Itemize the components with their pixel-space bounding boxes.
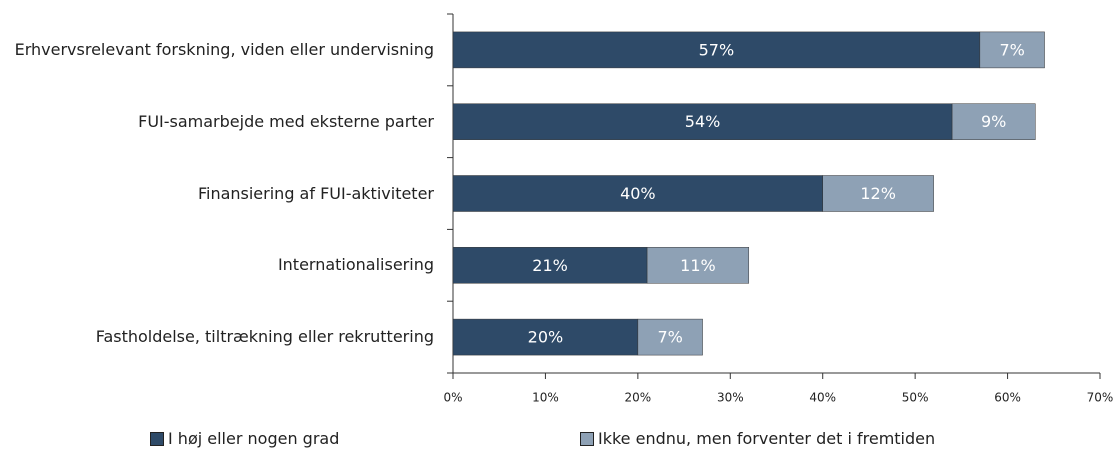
bar-segment — [822, 175, 934, 212]
data-label: 11% — [680, 256, 716, 275]
bar-segment — [979, 31, 1045, 69]
data-label: 40% — [620, 184, 656, 203]
category-label: Internationalisering — [277, 255, 434, 275]
legend-label: Ikke endnu, men forventer det i fremtide… — [598, 429, 936, 448]
data-label: 7% — [999, 40, 1024, 59]
legend-item: Ikke endnu, men forventer det i fremtide… — [580, 429, 935, 448]
bar-segment — [452, 103, 953, 140]
legend-label: I høj eller nogen grad — [168, 429, 340, 448]
bar-segment — [452, 175, 823, 212]
data-label: 7% — [658, 328, 683, 347]
x-tick-label: 30% — [717, 391, 744, 405]
x-tick-label: 60% — [994, 391, 1021, 405]
x-tick-label: 40% — [809, 391, 836, 405]
legend-item: I høj eller nogen grad — [150, 429, 339, 448]
data-label: 54% — [685, 112, 721, 131]
legend-swatch — [580, 431, 594, 446]
x-tick-label: 0% — [443, 391, 462, 405]
x-tick-label: 10% — [532, 391, 559, 405]
bar-segment — [646, 247, 750, 284]
x-tick-label: 20% — [625, 391, 652, 405]
bar-segment — [951, 103, 1036, 140]
x-tick-label: 50% — [902, 391, 929, 405]
category-label: Fastholdelse, tiltrækning eller rekrutte… — [95, 327, 434, 347]
category-label: Erhvervsrelevant forskning, viden eller … — [14, 39, 434, 59]
data-label: 20% — [528, 328, 564, 347]
data-label: 57% — [699, 40, 735, 59]
data-label: 21% — [532, 256, 568, 275]
data-label: 9% — [981, 112, 1006, 131]
bar-segment — [452, 31, 981, 69]
legend-swatch — [150, 431, 164, 446]
data-label: 12% — [860, 184, 896, 203]
category-label: FUI-samarbejde med eksterne parter — [138, 111, 434, 131]
bar-segment — [452, 247, 648, 284]
category-label: Finansiering af FUI-aktiviteter — [197, 183, 434, 203]
bar-segment — [452, 318, 639, 356]
x-tick-label: 70% — [1087, 391, 1114, 405]
bar-segment — [637, 318, 703, 356]
